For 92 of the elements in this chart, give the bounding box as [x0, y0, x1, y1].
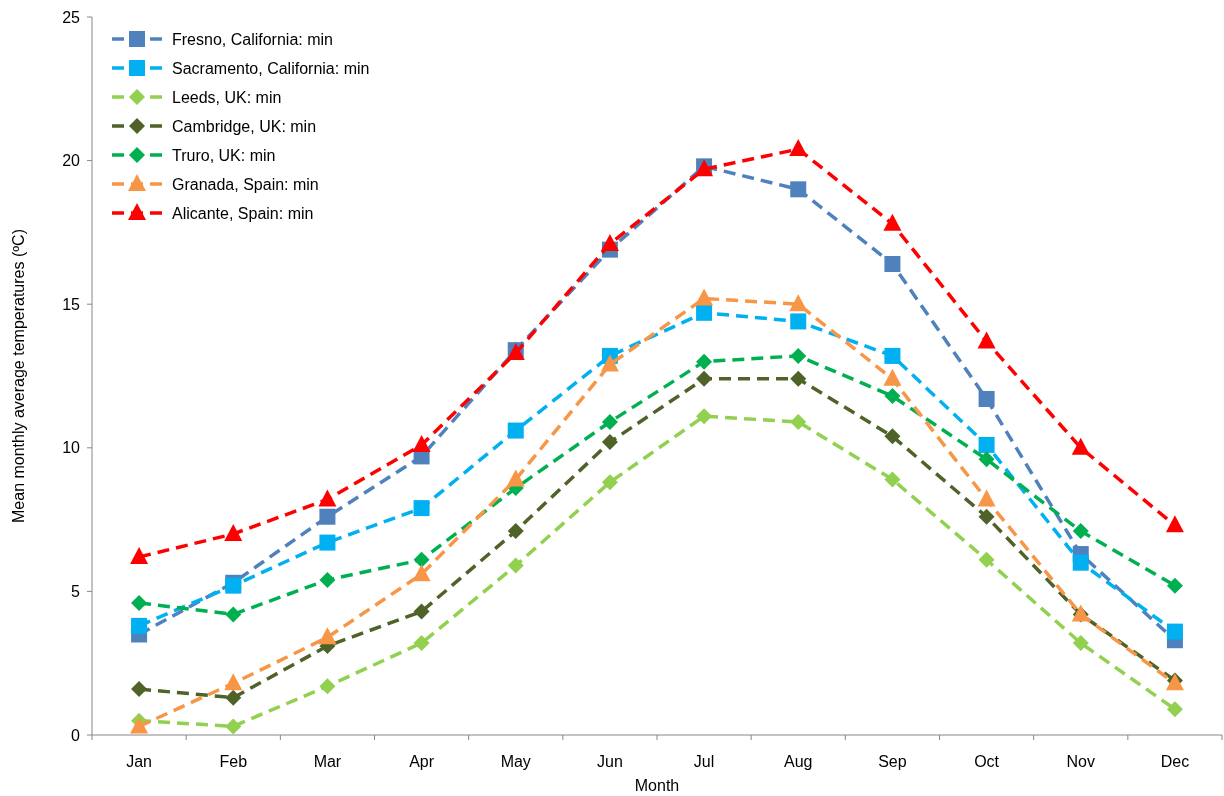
legend-label: Granada, Spain: min — [172, 175, 319, 193]
point — [507, 557, 524, 574]
point — [1166, 701, 1183, 718]
point — [319, 534, 336, 551]
point — [696, 304, 713, 321]
x-tick-label: Aug — [784, 753, 813, 770]
point — [131, 594, 148, 611]
x-tick-label: Dec — [1160, 753, 1190, 770]
point — [696, 353, 713, 370]
point — [884, 255, 901, 272]
point — [978, 451, 995, 468]
legend-label: Leeds, UK: min — [172, 88, 282, 106]
point — [225, 606, 242, 623]
y-tick-label: 5 — [71, 583, 81, 600]
point — [1072, 635, 1089, 652]
point — [790, 370, 807, 387]
y-tick-label: 10 — [62, 439, 81, 457]
point — [695, 288, 714, 306]
point — [978, 436, 995, 453]
point — [224, 523, 243, 541]
point — [977, 489, 996, 507]
x-tick-label: Apr — [409, 753, 435, 770]
point — [790, 413, 807, 430]
point — [601, 434, 618, 451]
point — [978, 551, 995, 568]
point — [884, 347, 901, 364]
x-tick-label: Jun — [597, 753, 623, 770]
point — [600, 233, 619, 251]
point — [883, 213, 902, 231]
point — [790, 181, 807, 198]
x-tick-label: Nov — [1066, 753, 1095, 770]
point — [506, 469, 525, 487]
point — [319, 678, 336, 695]
y-tick-label: 25 — [62, 8, 81, 26]
x-tick-label: Mar — [313, 753, 342, 770]
point — [225, 689, 242, 706]
point — [131, 681, 148, 698]
point — [413, 603, 430, 620]
legend-label: Cambridge, UK: min — [172, 117, 317, 135]
point — [1165, 515, 1184, 533]
point — [696, 408, 713, 425]
point — [130, 546, 149, 564]
x-tick-label: May — [500, 753, 531, 770]
point — [413, 551, 430, 568]
point — [130, 716, 149, 734]
y-tick-label: 0 — [71, 726, 81, 744]
point — [884, 471, 901, 488]
point — [1071, 437, 1090, 455]
legend-label: Truro, UK: min — [172, 146, 276, 164]
point — [225, 718, 242, 735]
point — [601, 474, 618, 491]
point — [318, 489, 337, 507]
point — [507, 422, 524, 439]
legend-label: Fresno, California: min — [172, 30, 333, 48]
point — [131, 617, 148, 634]
point — [1072, 554, 1089, 571]
point — [412, 434, 431, 452]
point — [790, 313, 807, 330]
y-tick-label: 15 — [62, 295, 81, 313]
point — [1166, 623, 1183, 640]
point — [977, 331, 996, 349]
point — [789, 294, 808, 312]
point — [413, 500, 430, 517]
point — [884, 388, 901, 405]
x-axis-title: Month — [634, 777, 680, 794]
point — [696, 370, 713, 387]
point — [601, 413, 618, 430]
point — [224, 673, 243, 691]
point — [1072, 523, 1089, 540]
x-tick-label: Oct — [974, 753, 1000, 770]
point — [412, 564, 431, 582]
x-tick-label: Feb — [219, 753, 248, 770]
legend-label: Sacramento, California: min — [172, 59, 370, 77]
y-axis-title: Mean monthly average temperatures (ºC) — [10, 229, 27, 523]
x-tick-label: Sep — [878, 753, 907, 770]
point — [319, 571, 336, 588]
point — [978, 390, 995, 407]
point — [790, 347, 807, 364]
point — [413, 635, 430, 652]
point — [318, 627, 337, 645]
y-tick-label: 20 — [62, 152, 81, 170]
point — [789, 139, 808, 157]
point — [978, 508, 995, 525]
point — [883, 368, 902, 386]
point — [319, 508, 336, 525]
legend-label: Alicante, Spain: min — [172, 204, 314, 222]
point — [600, 354, 619, 372]
x-tick-label: Jan — [126, 753, 152, 770]
point — [1166, 577, 1183, 594]
x-tick-label: Jul — [693, 753, 715, 770]
point — [884, 428, 901, 445]
point — [507, 523, 524, 540]
